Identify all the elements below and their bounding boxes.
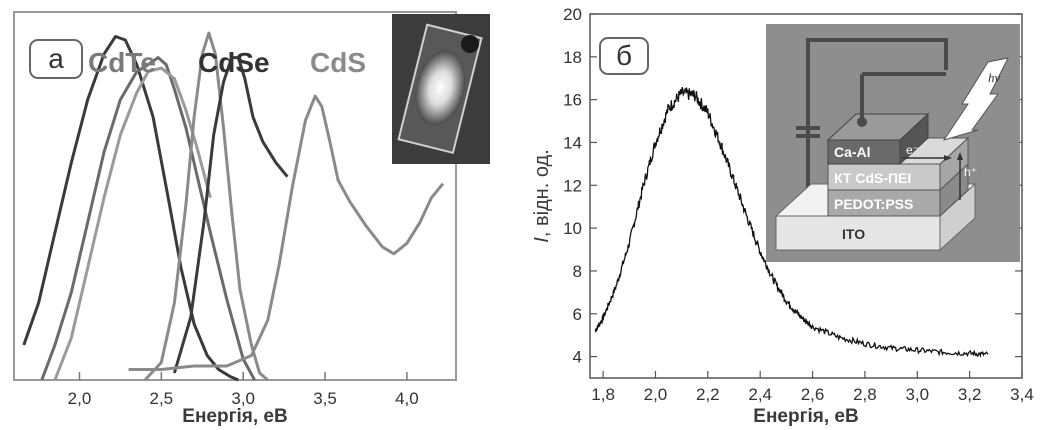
panel-b-x-tick-label: 2,0 [644, 385, 668, 404]
panel-b-spectrum-line [594, 86, 989, 359]
panel-b-y-axis-title: I, відн. од. [531, 149, 553, 242]
layer-ca-al: Ca-Al [834, 144, 871, 160]
panel-b-y-tick-label: 14 [563, 133, 582, 152]
panel-a-series-line-2 [53, 66, 212, 381]
panel-b-x-tick-label: 2,6 [801, 385, 825, 404]
panel-b-y-tick-label: 10 [563, 219, 582, 238]
panel-b-axes: 1,8 2,0 2,2 2,4 2,6 2,8 3,0 3,2 3,4 4 6 8 10 12 14 16 18… [563, 5, 1034, 404]
panel-b-y-tick-label: 16 [563, 91, 582, 110]
panel-b-y-tick-label: 8 [573, 262, 582, 281]
layer-pedot-pss: PEDOT:PSS [834, 196, 913, 212]
panel-a-x-tick-label: 4,0 [395, 389, 419, 408]
label-cdse: CdSe [198, 47, 270, 78]
label-cds: CdS [310, 47, 366, 78]
panel-b-x-tick-label: 2,8 [853, 385, 877, 404]
panel-b-plot-area [594, 86, 989, 359]
panel-a-x-tick-label: 3,0 [231, 389, 255, 408]
layer-ito: ITO [842, 226, 865, 242]
device-photo [392, 14, 490, 164]
layer-cds-pei: КТ CdS-ПЕІ [834, 170, 911, 186]
device-structure-inset: Ca-Al КТ CdS-ПЕІ PEDOT:PSS ITO e⁻ h⁺ hν [766, 24, 1020, 262]
panel-a-x-tick-label: 2,5 [150, 389, 174, 408]
panel-a: 2,0 2,5 3,0 3,5 4,0 Енергія, еВ а CdTe CdSe … [13, 11, 490, 427]
panel-b-y-tick-label: 6 [573, 305, 582, 324]
panel-b-x-tick-label: 2,4 [748, 385, 772, 404]
panel-a-label: а [48, 43, 64, 74]
panel-b-label-box [599, 37, 649, 75]
panel-a-series-line-5 [128, 94, 445, 371]
panel-a-x-tick-label: 3,5 [313, 389, 337, 408]
panel-a-frame [13, 11, 457, 381]
panel-b-label: б [616, 40, 632, 71]
panel-b-y-tick-label: 4 [573, 348, 582, 367]
hole-label: h⁺ [964, 165, 977, 179]
panel-a-x-axis: 2,0 2,5 3,0 3,5 4,0 [68, 372, 419, 408]
panel-a-series-line-0 [22, 35, 239, 382]
panel-b-y-tick-label: 12 [563, 176, 582, 195]
y-axis-title-symbol: I [531, 237, 553, 243]
panel-a-series-line-1 [40, 56, 256, 381]
panel-b-x-tick-label: 3,2 [958, 385, 982, 404]
panel-a-plot-area [22, 31, 445, 382]
photon-label: hν [988, 70, 1001, 85]
panel-b-y-tick-label: 18 [563, 48, 582, 67]
panel-a-label-box [29, 39, 83, 79]
panel-a-series-line-3 [143, 31, 269, 382]
panel-a-x-tick-label: 2,0 [68, 389, 92, 408]
panel-b: 1,8 2,0 2,2 2,4 2,6 2,8 3,0 3,2 3,4 4 6 8 10 12 14 16 18… [531, 5, 1034, 427]
panel-b-x-tick-label: 3,0 [905, 385, 929, 404]
y-axis-title-rest: , відн. од. [531, 149, 553, 237]
panel-a-series-line-4 [172, 56, 289, 374]
label-cdte: CdTe [88, 47, 156, 78]
panel-b-x-tick-label: 1,8 [591, 385, 615, 404]
panel-b-y-tick-label: 20 [563, 5, 582, 24]
panel-b-x-axis-title: Енергія, еВ [753, 406, 858, 427]
panel-b-x-tick-label: 3,4 [1010, 385, 1034, 404]
electron-label: e⁻ [906, 143, 919, 157]
panel-a-x-axis-title: Енергія, еВ [182, 406, 287, 427]
panel-b-x-tick-label: 2,2 [696, 385, 720, 404]
